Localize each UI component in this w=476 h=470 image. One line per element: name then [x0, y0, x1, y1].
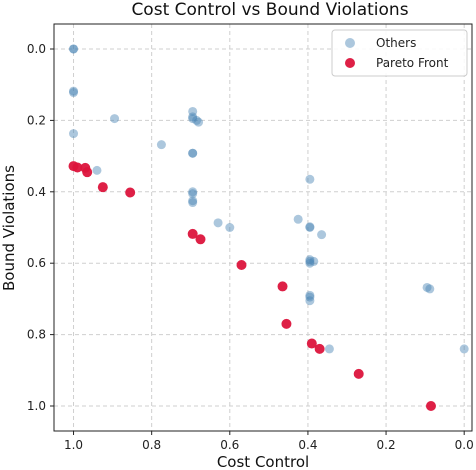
x-axis-ticks: 1.0 0.8 0.6 0.4 0.2 0.0	[64, 431, 474, 452]
others-point	[188, 189, 198, 199]
pareto-front-point	[195, 234, 206, 245]
y-tick-label: 0.4	[27, 185, 46, 199]
y-axis-ticks: 0.0 0.2 0.4 0.6 0.8 1.0	[27, 42, 54, 413]
others-point	[225, 223, 235, 232]
pareto-front-point	[425, 401, 436, 412]
legend-marker-pareto-front	[345, 58, 355, 68]
others-point	[188, 112, 198, 122]
pareto-front-point	[72, 162, 83, 173]
others-point	[293, 214, 303, 224]
y-tick-label: 0.6	[27, 256, 46, 270]
others-point	[459, 344, 469, 354]
others-point	[188, 114, 198, 124]
pareto-front-point	[353, 368, 364, 379]
pareto-front-point	[236, 259, 247, 270]
others-point	[425, 284, 435, 294]
y-axis-title: Bound Violations	[0, 165, 18, 291]
others-point	[188, 198, 198, 208]
x-axis-title: Cost Control	[217, 453, 309, 470]
grid-lines	[54, 24, 472, 431]
legend-label-pareto-front: Pareto Front	[376, 56, 449, 70]
y-tick-label: 0.2	[27, 113, 46, 127]
others-point	[305, 258, 315, 268]
others-point	[324, 344, 334, 354]
y-tick-label: 0.0	[27, 42, 46, 56]
x-tick-label: 0.6	[220, 438, 239, 452]
x-tick-label: 0.4	[298, 438, 317, 452]
others-point	[188, 187, 198, 197]
others-point	[305, 296, 315, 306]
others-point	[69, 88, 79, 98]
y-tick-label: 0.8	[27, 328, 46, 342]
legend-box	[331, 29, 468, 77]
others-point	[69, 129, 79, 139]
x-tick-label: 0.8	[142, 438, 161, 452]
others-point	[317, 230, 327, 240]
others-point	[188, 148, 198, 158]
pareto-front-point	[306, 338, 317, 349]
others-point	[305, 223, 315, 232]
legend-label-others: Others	[376, 36, 416, 50]
others-point	[305, 292, 315, 302]
others-point	[305, 290, 315, 300]
series-others-points	[69, 44, 469, 354]
others-point	[309, 256, 319, 266]
others-point	[194, 117, 204, 127]
others-point	[305, 256, 315, 266]
others-point	[213, 218, 223, 228]
chart-title: Cost Control vs Bound Violations	[131, 0, 408, 20]
others-point	[69, 86, 79, 96]
pareto-front-point	[187, 228, 198, 239]
x-tick-label: 1.0	[64, 438, 83, 452]
pareto-front-point	[125, 187, 136, 198]
pareto-front-point	[97, 182, 108, 193]
others-point	[305, 222, 315, 232]
x-tick-label: 0.2	[377, 438, 396, 452]
series-pareto-points	[68, 161, 436, 412]
others-point	[188, 106, 198, 116]
others-point	[192, 115, 202, 125]
others-point	[156, 140, 166, 150]
others-point	[305, 255, 315, 265]
pareto-front-point	[314, 343, 325, 354]
others-point	[188, 148, 198, 158]
legend: Others Pareto Front	[331, 29, 468, 77]
pareto-front-point	[281, 318, 292, 329]
legend-marker-others	[345, 38, 355, 48]
x-tick-label: 0.0	[455, 438, 474, 452]
others-point	[110, 114, 120, 124]
others-point	[69, 44, 79, 54]
others-point	[305, 174, 315, 184]
y-tick-label: 1.0	[27, 399, 46, 413]
plot-area	[53, 23, 473, 432]
pareto-front-point	[277, 281, 288, 292]
others-point	[188, 196, 198, 206]
others-point	[92, 165, 102, 175]
pareto-front-point	[82, 167, 93, 178]
others-point	[422, 282, 432, 292]
others-point	[69, 44, 79, 54]
